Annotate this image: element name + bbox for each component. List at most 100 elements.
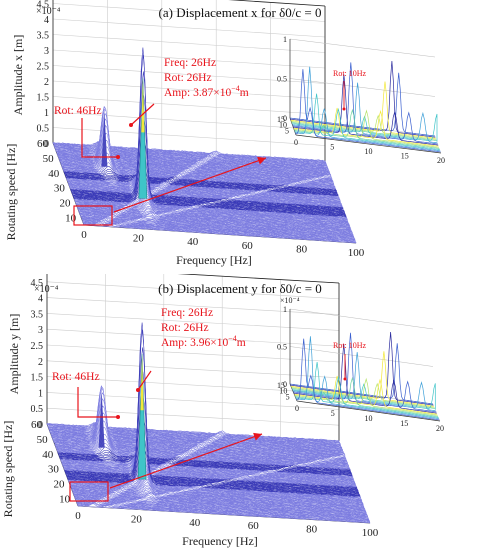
- x-tick-label: 0: [75, 510, 81, 522]
- inset-grid-line: [289, 38, 436, 58]
- inset-z-tick-label: 0.5: [277, 343, 287, 352]
- inset-y-axis: [289, 383, 298, 402]
- inset-trace: [292, 352, 436, 412]
- inset-y-tick-label: 5: [285, 126, 289, 135]
- spectrum-trace: [60, 105, 334, 183]
- inset-trace: [291, 388, 435, 409]
- spectrum-trace: [56, 434, 350, 469]
- amp-times: ×: [210, 337, 217, 349]
- inset-y-tick-label: 15: [277, 381, 285, 390]
- y-tick-label: 50: [37, 434, 49, 446]
- inset-exponent-label: ×10⁻⁴: [280, 296, 300, 305]
- zoom-arrow: [109, 433, 263, 489]
- x-tick-label: 0: [81, 229, 87, 241]
- amp-exp-sup: −4: [231, 84, 240, 93]
- amp-value: Amp: 3.96: [161, 337, 210, 349]
- z-tick-label: 2.5: [37, 62, 50, 73]
- inset-x-tick-label: 0: [294, 138, 298, 147]
- inset-trace: [295, 66, 441, 152]
- zoom-arrow-head: [257, 156, 266, 165]
- inset-z-tick-label: 1: [283, 35, 287, 44]
- inset-trace: [296, 338, 440, 421]
- inset-x-axis: [296, 400, 441, 422]
- spectrum-trace: [80, 215, 354, 236]
- spectrum-trace: [63, 162, 336, 190]
- grid-line: [46, 407, 340, 426]
- inset-trace: [290, 351, 434, 407]
- z-tick-label: 1: [38, 388, 43, 399]
- grid-line: [52, 34, 326, 53]
- amp-exp-base: 10: [220, 87, 232, 99]
- tick-labels: 0 20 40 60 80 10010203040506000.511.522.533.5…: [31, 278, 379, 539]
- zoom-region-box: [69, 481, 109, 502]
- y-tick-label: 10: [65, 213, 77, 225]
- grid-line: [52, 96, 326, 115]
- spectrum-trace: [81, 216, 354, 237]
- peak-arrow: [130, 103, 155, 126]
- x-axis-label: Frequency [Hz]: [182, 534, 258, 548]
- inset-x-tick-label: 20: [437, 156, 445, 165]
- annotation-freq: Freq: 26Hz: [161, 307, 213, 319]
- grid-line: [52, 80, 326, 100]
- peak-arrow-head: [129, 123, 133, 127]
- rot46-arrow-head: [116, 155, 120, 159]
- inset-trace: [295, 376, 439, 417]
- inset-z-tick-label: 0.5: [277, 75, 287, 84]
- panel-a-displacement-x: 0 20 40 60 80 10010203040506000.511.522.533.5…: [4, 0, 445, 267]
- amp-unit: m: [240, 87, 249, 99]
- inset-axes: [289, 39, 442, 154]
- spectrum-trace: [76, 500, 370, 521]
- z-tick-label: 0.5: [37, 124, 50, 135]
- grid-line: [46, 376, 340, 394]
- annotation-amp: Amp: 3.96×10−4m: [161, 334, 246, 349]
- amp-unit: m: [237, 337, 246, 349]
- inset-x-tick-label: 10: [365, 147, 373, 156]
- spectrum-trace: [82, 218, 355, 239]
- waterfall-traces: [46, 322, 371, 524]
- z-tick-label: 2: [38, 357, 43, 368]
- inset-x-tick-label: 0: [295, 404, 299, 413]
- panel-title: (a) Displacement x for δ0/c = 0: [159, 5, 322, 20]
- peak-arrow: [137, 370, 152, 391]
- z-axis-label: Amplitude x [m]: [11, 35, 25, 116]
- zoom-arrow: [113, 157, 267, 213]
- amp-value: Amp: 3.87: [164, 87, 213, 99]
- z-axis-label: Amplitude y [m]: [7, 314, 21, 395]
- amp-exp-sup: −4: [228, 334, 237, 343]
- z-tick-label: 4.5: [37, 0, 50, 11]
- grid-line: [52, 111, 326, 131]
- inset-trace: [293, 74, 439, 146]
- panel-b-displacement-y: 0 20 40 60 80 10010203040506000.511.522.533.5…: [1, 274, 444, 548]
- spectrum-trace: [74, 495, 367, 515]
- inset-trace: [294, 93, 440, 150]
- x-tick-label: 80: [296, 243, 308, 255]
- y-axis-label: Rotating speed [Hz]: [4, 144, 18, 241]
- y-tick-label: 30: [48, 464, 60, 476]
- z-tick-label: 1.5: [31, 373, 44, 384]
- main-resonance-peak: [137, 353, 147, 480]
- spectrum-trace: [56, 412, 349, 466]
- spectrum-trace: [82, 219, 356, 241]
- y-tick-label: 40: [48, 168, 60, 180]
- grid-line: [52, 18, 326, 38]
- inset-x-axis: [295, 134, 442, 154]
- y-axis-label: Rotating speed [Hz]: [1, 421, 15, 518]
- z-tick-label: 1: [44, 108, 49, 119]
- x-tick-label: 20: [131, 513, 143, 525]
- panel-title: (b) Displacement y for δ0/c = 0: [158, 281, 322, 296]
- spectrum-trace: [47, 422, 340, 442]
- spectrum-trace: [53, 141, 326, 162]
- inset-annotation: Rot: 10Hz: [333, 69, 367, 78]
- annotation-rot: Rot: 26Hz: [164, 72, 212, 84]
- inset-y-tick-label: 10: [279, 387, 287, 396]
- inset-trace: [296, 336, 440, 420]
- inset-trace: [294, 108, 440, 149]
- z-tick-label: 3: [38, 325, 43, 336]
- x-tick-label: 60: [248, 520, 260, 532]
- inset-arrow-head: [342, 107, 346, 111]
- top-back-edge: [177, 274, 340, 284]
- annotation-rot46: Rot: 46Hz: [52, 371, 100, 383]
